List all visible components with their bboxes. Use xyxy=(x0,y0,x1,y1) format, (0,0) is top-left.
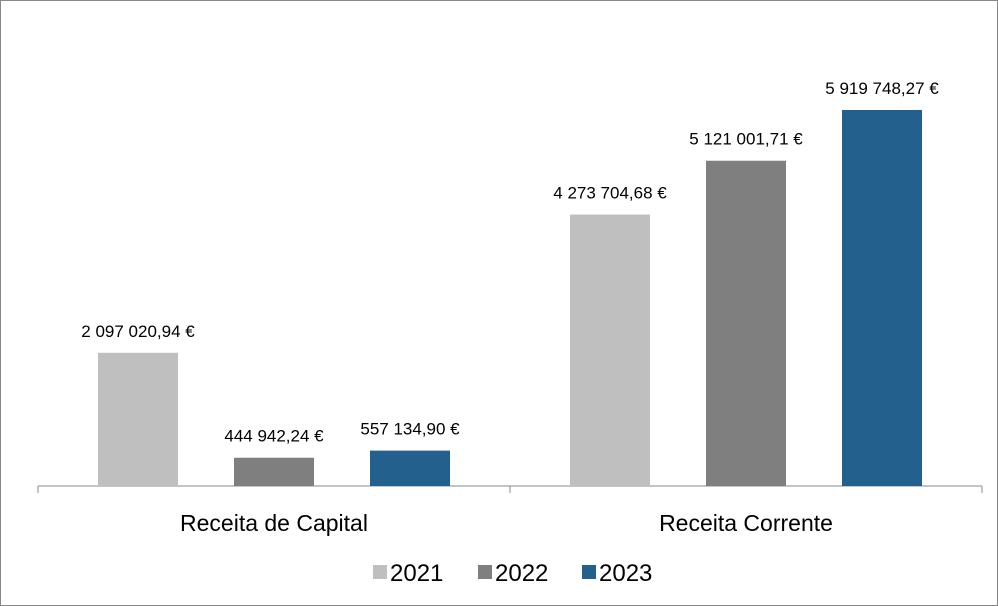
data-label: 444 942,24 € xyxy=(224,427,324,446)
bar xyxy=(98,352,178,486)
legend-swatch xyxy=(373,565,387,579)
data-label: 2 097 020,94 € xyxy=(81,322,195,341)
legend-swatch xyxy=(478,565,492,579)
legend-swatch xyxy=(582,565,596,579)
x-tick-label: Receita de Capital xyxy=(180,510,368,536)
data-label: 5 121 001,71 € xyxy=(689,130,803,149)
data-label: 4 273 704,68 € xyxy=(553,184,667,203)
data-label: 5 919 748,27 € xyxy=(825,79,939,98)
bar xyxy=(570,214,650,486)
data-label: 557 134,90 € xyxy=(360,420,460,439)
bar xyxy=(706,160,786,487)
x-tick-label: Receita Corrente xyxy=(659,510,833,536)
legend-label: 2023 xyxy=(599,560,652,587)
legend-label: 2022 xyxy=(495,560,548,587)
bar xyxy=(234,457,314,486)
bar xyxy=(370,450,450,486)
bar xyxy=(842,110,922,486)
legend-label: 2021 xyxy=(390,560,443,587)
